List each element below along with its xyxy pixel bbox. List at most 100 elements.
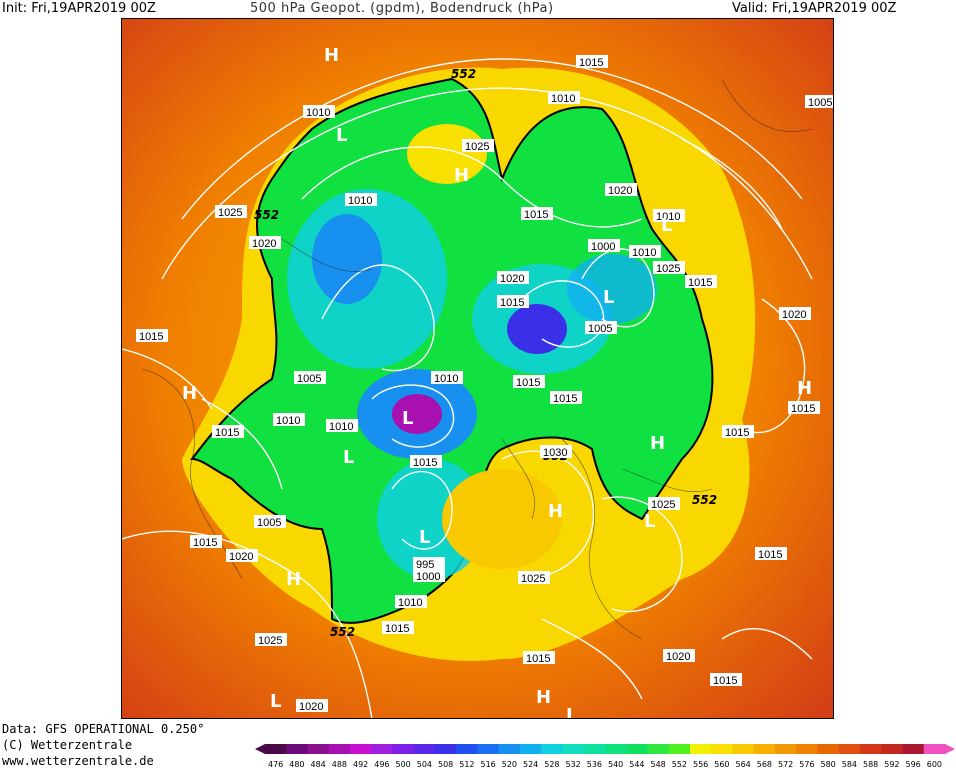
copyright-label: (C) Wetterzentrale [2, 738, 133, 752]
colorbar-swatch [435, 744, 457, 754]
low-center: L [270, 691, 281, 712]
high-center: H [548, 501, 563, 522]
isobar-label: 1025 [465, 141, 489, 153]
colorbar-tick-label: 496 [374, 760, 389, 769]
colorbar-tick-label: 488 [332, 760, 347, 769]
isobar-label: 1020 [608, 185, 632, 197]
isobar-label: 1030 [543, 447, 567, 459]
isobar-label: 1015 [215, 427, 239, 439]
isobar-label: 1015 [553, 393, 577, 405]
isobar-label: 1015 [758, 549, 782, 561]
isobar-label: 1020 [782, 309, 806, 321]
isobar-label: 1025 [258, 635, 282, 647]
isobar-label: 1015 [516, 377, 540, 389]
colorbar-swatch [732, 744, 755, 754]
colorbar-tick-label: 576 [799, 760, 814, 769]
isobar-label: 1005 [588, 323, 612, 335]
colorbar-swatch [371, 744, 393, 754]
isobar-label: 1010 [329, 421, 353, 433]
colorbar-tick-label: 516 [480, 760, 495, 769]
colorbar-arrow-left [255, 744, 265, 754]
contour-552-label: 552 [692, 493, 717, 507]
colorbar-swatch [690, 744, 712, 754]
colorbar-swatch [923, 744, 946, 754]
isobar-label: 1005 [808, 97, 832, 109]
colorbar-swatch [392, 744, 415, 754]
high-center: H [182, 383, 197, 404]
colorbar-swatch [328, 744, 351, 754]
isobar-label: 1020 [666, 651, 690, 663]
colorbar-svg: 476 480 484 488 492 496 500 504 508 512 516 520 524 5… [255, 744, 955, 769]
isobar-label: 1020 [252, 238, 276, 250]
colorbar-swatch [265, 744, 287, 754]
low-center: L [661, 215, 672, 236]
low-center: L [336, 125, 347, 146]
colorbar-tick-label: 532 [565, 760, 580, 769]
isobar-label: 1025 [218, 207, 242, 219]
website-link[interactable]: www.wetterzentrale.de [2, 754, 154, 768]
colorbar-swatch [286, 744, 308, 754]
isobar-label: 1020 [229, 551, 253, 563]
isobar-label: 1015 [688, 277, 712, 289]
isobar-label: 1015 [139, 331, 163, 343]
low-center: L [603, 287, 614, 308]
colorbar-swatch [817, 744, 840, 754]
colorbar-tick-label: 524 [523, 760, 538, 769]
colorbar-tick-label: 592 [884, 760, 899, 769]
isobar-label: 1025 [651, 499, 675, 511]
colorbar-arrow-right [945, 744, 955, 754]
colorbar-swatch [626, 744, 648, 754]
contour-552-label: 552 [330, 625, 355, 639]
isobar-label: 1015 [713, 675, 737, 687]
colorbar-swatch [860, 744, 882, 754]
colorbar-tick-label: 564 [735, 760, 750, 769]
colorbar-swatch [456, 744, 478, 754]
high-center: H [324, 45, 339, 66]
colorbar-swatch [605, 744, 627, 754]
colorbar-swatch [477, 744, 500, 754]
warm-pocket-1 [407, 124, 487, 184]
isobar-label: 1010 [632, 247, 656, 259]
colorbar-tick-label: 552 [672, 760, 687, 769]
isobar-label: 1000 [416, 571, 440, 583]
low-center: L [566, 705, 577, 719]
colorbar-tick-label: 512 [459, 760, 474, 769]
isobar-label: 1025 [521, 573, 545, 585]
isobar-label: 1020 [299, 701, 323, 713]
isobar-label: 1015 [579, 57, 603, 69]
map-title: 500 hPa Geopot. (gpdm), Bodendruck (hPa) [250, 1, 554, 16]
cold-core-1b [312, 214, 382, 304]
isobar-label: 1015 [524, 209, 548, 221]
contour-552-label: 552 [451, 67, 476, 81]
isobar-label: 1010 [434, 373, 458, 385]
geopotential-map[interactable]: 552 552 552 552 552 1015 1010 1010 1025 … [121, 18, 834, 719]
colorbar-swatch [796, 744, 818, 754]
isobar-label: 1015 [193, 537, 217, 549]
colorbar-swatch [668, 744, 691, 754]
colorbar-tick-label: 568 [757, 760, 772, 769]
colorbar-swatch [498, 744, 521, 754]
high-center: H [797, 378, 812, 399]
data-source-label: Data: GFS OPERATIONAL 0.250° [2, 722, 205, 736]
colorbar-swatch [541, 744, 563, 754]
contour-552-label: 552 [254, 208, 279, 222]
colorbar-swatch [711, 744, 733, 754]
high-center: H [536, 687, 551, 708]
isobar-label: 1005 [297, 373, 321, 385]
map-svg: 552 552 552 552 552 1015 1010 1010 1025 … [122, 19, 833, 719]
isobar-label: 1005 [257, 517, 281, 529]
colorbar-tick-label: 480 [289, 760, 304, 769]
isobar-label: 1010 [551, 93, 575, 105]
isobar-label: 1015 [526, 653, 550, 665]
isobar-label: 1015 [385, 623, 409, 635]
colorbar-swatch [413, 744, 436, 754]
colorbar-swatch [753, 744, 776, 754]
colorbar-tick-label: 504 [417, 760, 432, 769]
isobars [122, 58, 813, 718]
colorbar-tick-label: 572 [778, 760, 793, 769]
cold-core-3b [392, 394, 442, 434]
high-center: H [286, 569, 301, 590]
colorbar-tick-label: 500 [395, 760, 410, 769]
colorbar-swatch [902, 744, 925, 754]
pressure-labels: 1015 1010 1010 1025 1010 1025 1015 1020 … [136, 55, 833, 713]
